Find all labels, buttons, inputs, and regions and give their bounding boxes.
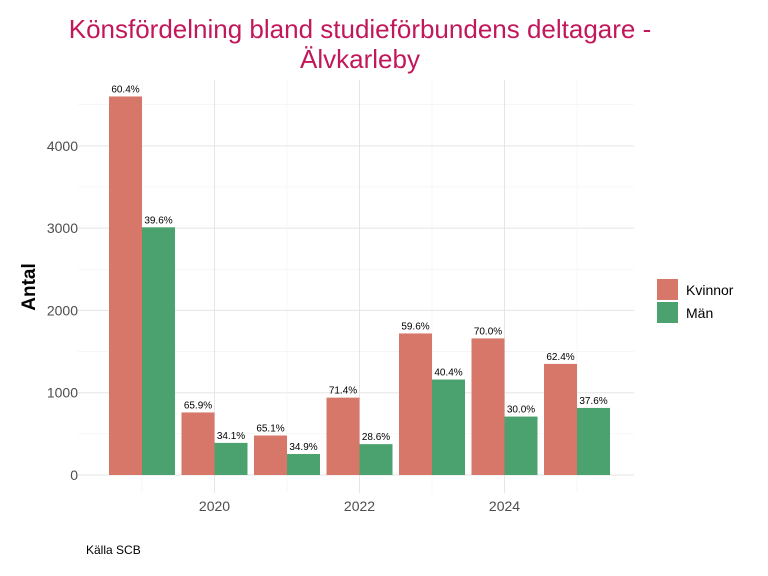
bars: 60.4% 39.6% 65.9% 34.1% 65.1% 34.9% 71.4% 28.6%… <box>109 84 610 475</box>
y-tick-label: 2000 <box>47 302 78 318</box>
bar-kvinnor-2020 <box>181 412 215 475</box>
bar-män-2024 <box>504 416 538 475</box>
y-tick-label: 3000 <box>47 220 78 236</box>
data-label-kvinnor-2021: 65.1% <box>256 424 284 435</box>
bar-kvinnor-2022 <box>326 397 360 475</box>
legend-label-kvinnor: Kvinnor <box>686 282 734 298</box>
bar-kvinnor-2024 <box>471 338 505 475</box>
data-label-män-2020: 34.1% <box>217 431 245 442</box>
bar-män-2020 <box>214 442 248 475</box>
bar-män-2022 <box>359 444 393 475</box>
bar-män-2025 <box>577 407 610 475</box>
data-label-kvinnor-2019: 60.4% <box>111 84 139 95</box>
x-tick-label: 2022 <box>344 498 375 514</box>
y-tick-label: 4000 <box>47 138 78 154</box>
y-tick-label: 0 <box>70 467 78 483</box>
data-label-män-2023: 40.4% <box>434 368 462 379</box>
x-tick-label: 2020 <box>199 498 230 514</box>
bar-kvinnor-2023 <box>399 333 432 475</box>
data-label-kvinnor-2024: 70.0% <box>474 326 502 337</box>
data-label-män-2021: 34.9% <box>289 442 317 453</box>
caption: Källa SCB <box>86 543 141 557</box>
data-label-kvinnor-2023: 59.6% <box>401 321 429 332</box>
data-label-män-2024: 30.0% <box>507 405 535 416</box>
data-label-kvinnor-2022: 71.4% <box>329 386 357 397</box>
y-axis-label: Antal <box>19 263 40 311</box>
chart-title-line-2: Älvkarleby <box>300 44 420 74</box>
data-label-män-2019: 39.6% <box>144 215 172 226</box>
legend-key-kvinnor <box>657 279 678 300</box>
y-tick-label: 1000 <box>47 385 78 401</box>
bar-män-2019 <box>142 227 175 475</box>
bar-kvinnor-2025 <box>544 363 577 475</box>
chart-title-line-1: Könsfördelning bland studieförbundens de… <box>69 14 652 44</box>
data-label-män-2025: 37.6% <box>579 396 607 407</box>
x-tick-label: 2024 <box>489 498 520 514</box>
legend-key-män <box>657 302 678 323</box>
axis-ticks: 0 1000 2000 3000 4000 2020 2022 2024 <box>47 138 520 514</box>
data-label-män-2022: 28.6% <box>362 432 390 443</box>
data-label-kvinnor-2020: 65.9% <box>184 400 212 411</box>
data-label-kvinnor-2025: 62.4% <box>546 352 574 363</box>
bar-män-2023 <box>432 379 465 475</box>
bar-kvinnor-2019 <box>109 96 142 475</box>
legend: Kvinnor Män <box>657 279 734 323</box>
bar-kvinnor-2021 <box>254 435 287 475</box>
bar-män-2021 <box>287 454 320 475</box>
legend-label-män: Män <box>686 305 713 321</box>
